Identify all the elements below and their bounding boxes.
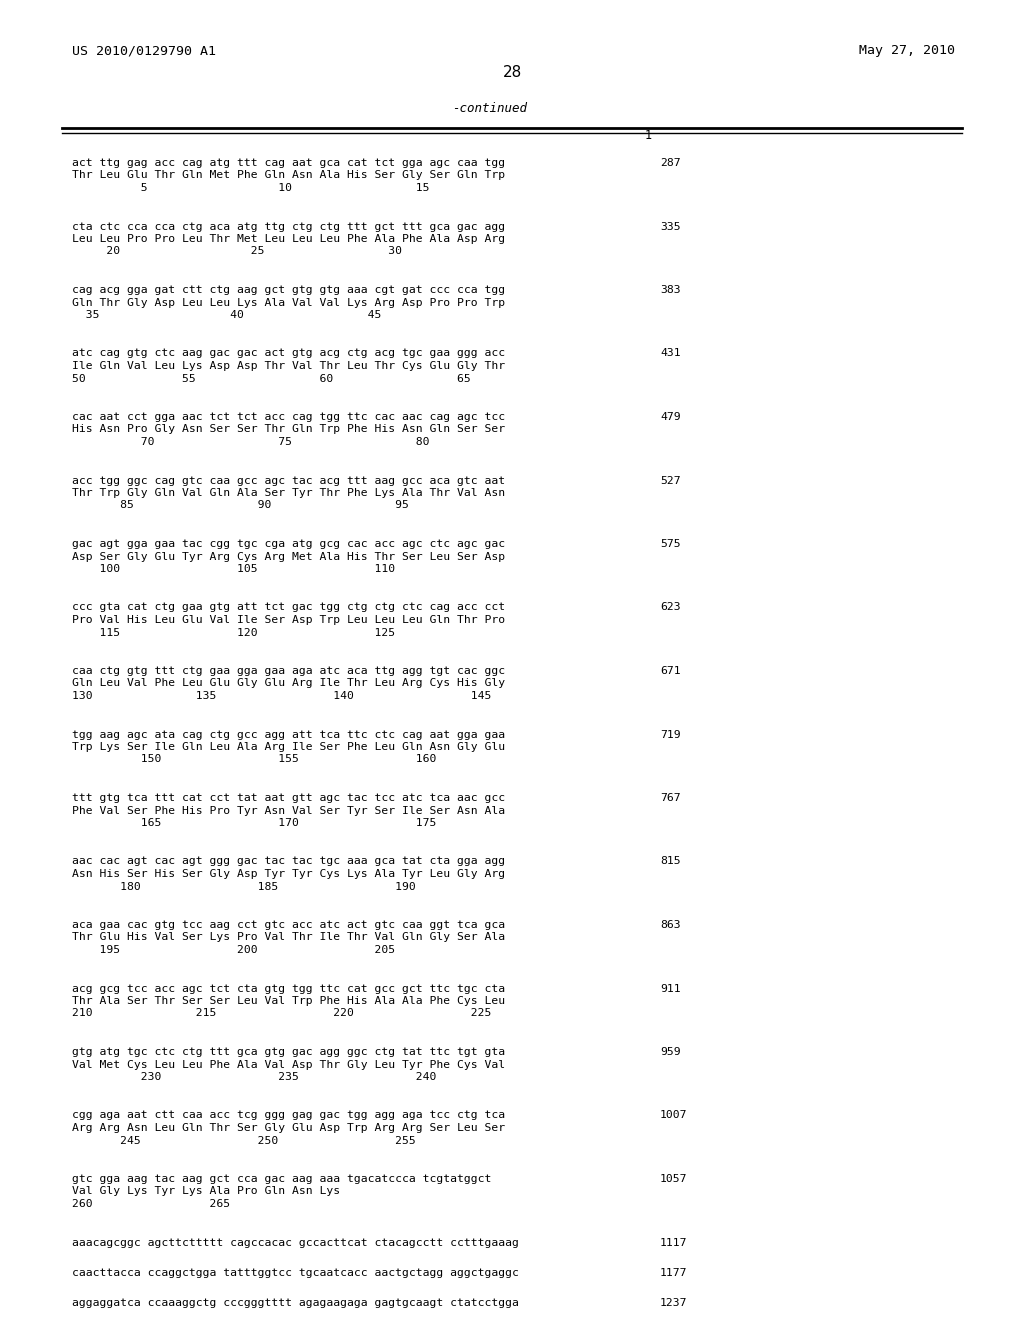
Text: 671: 671	[660, 667, 681, 676]
Text: 28: 28	[503, 65, 521, 81]
Text: 767: 767	[660, 793, 681, 803]
Text: Trp Lys Ser Ile Gln Leu Ala Arg Ile Ser Phe Leu Gln Asn Gly Glu: Trp Lys Ser Ile Gln Leu Ala Arg Ile Ser …	[72, 742, 505, 752]
Text: Phe Val Ser Phe His Pro Tyr Asn Val Ser Tyr Ser Ile Ser Asn Ala: Phe Val Ser Phe His Pro Tyr Asn Val Ser …	[72, 805, 505, 816]
Text: 100                 105                 110: 100 105 110	[72, 564, 395, 574]
Text: 35                   40                  45: 35 40 45	[72, 310, 381, 319]
Text: 575: 575	[660, 539, 681, 549]
Text: aca gaa cac gtg tcc aag cct gtc acc atc act gtc caa ggt tca gca: aca gaa cac gtg tcc aag cct gtc acc atc …	[72, 920, 505, 931]
Text: 863: 863	[660, 920, 681, 931]
Text: 527: 527	[660, 475, 681, 486]
Text: 5                   10                  15: 5 10 15	[72, 183, 429, 193]
Text: -continued: -continued	[453, 102, 527, 115]
Text: Val Gly Lys Tyr Lys Ala Pro Gln Asn Lys: Val Gly Lys Tyr Lys Ala Pro Gln Asn Lys	[72, 1187, 340, 1196]
Text: Pro Val His Leu Glu Val Ile Ser Asp Trp Leu Leu Leu Gln Thr Pro: Pro Val His Leu Glu Val Ile Ser Asp Trp …	[72, 615, 505, 624]
Text: 85                  90                  95: 85 90 95	[72, 500, 409, 511]
Text: 479: 479	[660, 412, 681, 422]
Text: 911: 911	[660, 983, 681, 994]
Text: acg gcg tcc acc agc tct cta gtg tgg ttc cat gcc gct ttc tgc cta: acg gcg tcc acc agc tct cta gtg tgg ttc …	[72, 983, 505, 994]
Text: May 27, 2010: May 27, 2010	[859, 44, 955, 57]
Text: aggaggatca ccaaaggctg cccgggtttt agagaagaga gagtgcaagt ctatcctgga: aggaggatca ccaaaggctg cccgggtttt agagaag…	[72, 1299, 519, 1308]
Text: Asn His Ser His Ser Gly Asp Tyr Tyr Cys Lys Ala Tyr Leu Gly Arg: Asn His Ser His Ser Gly Asp Tyr Tyr Cys …	[72, 869, 505, 879]
Text: 1177: 1177	[660, 1269, 687, 1278]
Text: 150                 155                 160: 150 155 160	[72, 755, 436, 764]
Text: atc cag gtg ctc aag gac gac act gtg acg ctg acg tgc gaa ggg acc: atc cag gtg ctc aag gac gac act gtg acg …	[72, 348, 505, 359]
Text: gtg atg tgc ctc ctg ttt gca gtg gac agg ggc ctg tat ttc tgt gta: gtg atg tgc ctc ctg ttt gca gtg gac agg …	[72, 1047, 505, 1057]
Text: cgg aga aat ctt caa acc tcg ggg gag gac tgg agg aga tcc ctg tca: cgg aga aat ctt caa acc tcg ggg gag gac …	[72, 1110, 505, 1121]
Text: 230                 235                 240: 230 235 240	[72, 1072, 436, 1082]
Text: His Asn Pro Gly Asn Ser Ser Thr Gln Trp Phe His Asn Gln Ser Ser: His Asn Pro Gly Asn Ser Ser Thr Gln Trp …	[72, 425, 505, 434]
Text: cac aat cct gga aac tct tct acc cag tgg ttc cac aac cag agc tcc: cac aat cct gga aac tct tct acc cag tgg …	[72, 412, 505, 422]
Text: 719: 719	[660, 730, 681, 739]
Text: 1: 1	[644, 129, 651, 143]
Text: 623: 623	[660, 602, 681, 612]
Text: Val Met Cys Leu Leu Phe Ala Val Asp Thr Gly Leu Tyr Phe Cys Val: Val Met Cys Leu Leu Phe Ala Val Asp Thr …	[72, 1060, 505, 1069]
Text: 287: 287	[660, 158, 681, 168]
Text: 165                 170                 175: 165 170 175	[72, 818, 436, 828]
Text: US 2010/0129790 A1: US 2010/0129790 A1	[72, 44, 216, 57]
Text: 1117: 1117	[660, 1238, 687, 1247]
Text: 20                   25                  30: 20 25 30	[72, 247, 402, 256]
Text: 195                 200                 205: 195 200 205	[72, 945, 395, 954]
Text: 50              55                  60                  65: 50 55 60 65	[72, 374, 471, 384]
Text: gtc gga aag tac aag gct cca gac aag aaa tgacatccca tcgtatggct: gtc gga aag tac aag gct cca gac aag aaa …	[72, 1173, 492, 1184]
Text: Leu Leu Pro Pro Leu Thr Met Leu Leu Leu Phe Ala Phe Ala Asp Arg: Leu Leu Pro Pro Leu Thr Met Leu Leu Leu …	[72, 234, 505, 244]
Text: tgg aag agc ata cag ctg gcc agg att tca ttc ctc cag aat gga gaa: tgg aag agc ata cag ctg gcc agg att tca …	[72, 730, 505, 739]
Text: cag acg gga gat ctt ctg aag gct gtg gtg aaa cgt gat ccc cca tgg: cag acg gga gat ctt ctg aag gct gtg gtg …	[72, 285, 505, 294]
Text: act ttg gag acc cag atg ttt cag aat gca cat tct gga agc caa tgg: act ttg gag acc cag atg ttt cag aat gca …	[72, 158, 505, 168]
Text: 431: 431	[660, 348, 681, 359]
Text: 815: 815	[660, 857, 681, 866]
Text: 1007: 1007	[660, 1110, 687, 1121]
Text: Gln Thr Gly Asp Leu Leu Lys Ala Val Val Lys Arg Asp Pro Pro Trp: Gln Thr Gly Asp Leu Leu Lys Ala Val Val …	[72, 297, 505, 308]
Text: Arg Arg Asn Leu Gln Thr Ser Gly Glu Asp Trp Arg Arg Ser Leu Ser: Arg Arg Asn Leu Gln Thr Ser Gly Glu Asp …	[72, 1123, 505, 1133]
Text: 180                 185                 190: 180 185 190	[72, 882, 416, 891]
Text: 1237: 1237	[660, 1299, 687, 1308]
Text: Gln Leu Val Phe Leu Glu Gly Glu Arg Ile Thr Leu Arg Cys His Gly: Gln Leu Val Phe Leu Glu Gly Glu Arg Ile …	[72, 678, 505, 689]
Text: aac cac agt cac agt ggg gac tac tac tgc aaa gca tat cta gga agg: aac cac agt cac agt ggg gac tac tac tgc …	[72, 857, 505, 866]
Text: 210               215                 220                 225: 210 215 220 225	[72, 1008, 492, 1019]
Text: ccc gta cat ctg gaa gtg att tct gac tgg ctg ctg ctc cag acc cct: ccc gta cat ctg gaa gtg att tct gac tgg …	[72, 602, 505, 612]
Text: Asp Ser Gly Glu Tyr Arg Cys Arg Met Ala His Thr Ser Leu Ser Asp: Asp Ser Gly Glu Tyr Arg Cys Arg Met Ala …	[72, 552, 505, 561]
Text: 70                  75                  80: 70 75 80	[72, 437, 429, 447]
Text: cta ctc cca cca ctg aca atg ttg ctg ctg ttt gct ttt gca gac agg: cta ctc cca cca ctg aca atg ttg ctg ctg …	[72, 222, 505, 231]
Text: gac agt gga gaa tac cgg tgc cga atg gcg cac acc agc ctc agc gac: gac agt gga gaa tac cgg tgc cga atg gcg …	[72, 539, 505, 549]
Text: aaacagcggc agcttcttttt cagccacac gccacttcat ctacagcctt cctttgaaag: aaacagcggc agcttcttttt cagccacac gccactt…	[72, 1238, 519, 1247]
Text: acc tgg ggc cag gtc caa gcc agc tac acg ttt aag gcc aca gtc aat: acc tgg ggc cag gtc caa gcc agc tac acg …	[72, 475, 505, 486]
Text: 959: 959	[660, 1047, 681, 1057]
Text: 335: 335	[660, 222, 681, 231]
Text: Thr Ala Ser Thr Ser Ser Leu Val Trp Phe His Ala Ala Phe Cys Leu: Thr Ala Ser Thr Ser Ser Leu Val Trp Phe …	[72, 997, 505, 1006]
Text: caa ctg gtg ttt ctg gaa gga gaa aga atc aca ttg agg tgt cac ggc: caa ctg gtg ttt ctg gaa gga gaa aga atc …	[72, 667, 505, 676]
Text: Thr Trp Gly Gln Val Gln Ala Ser Tyr Thr Phe Lys Ala Thr Val Asn: Thr Trp Gly Gln Val Gln Ala Ser Tyr Thr …	[72, 488, 505, 498]
Text: 383: 383	[660, 285, 681, 294]
Text: 260                 265: 260 265	[72, 1199, 230, 1209]
Text: 245                 250                 255: 245 250 255	[72, 1135, 416, 1146]
Text: 115                 120                 125: 115 120 125	[72, 627, 395, 638]
Text: 130               135                 140                 145: 130 135 140 145	[72, 690, 492, 701]
Text: Ile Gln Val Leu Lys Asp Asp Thr Val Thr Leu Thr Cys Glu Gly Thr: Ile Gln Val Leu Lys Asp Asp Thr Val Thr …	[72, 360, 505, 371]
Text: caacttacca ccaggctgga tatttggtcc tgcaatcacc aactgctagg aggctgaggc: caacttacca ccaggctgga tatttggtcc tgcaatc…	[72, 1269, 519, 1278]
Text: 1057: 1057	[660, 1173, 687, 1184]
Text: Thr Glu His Val Ser Lys Pro Val Thr Ile Thr Val Gln Gly Ser Ala: Thr Glu His Val Ser Lys Pro Val Thr Ile …	[72, 932, 505, 942]
Text: ttt gtg tca ttt cat cct tat aat gtt agc tac tcc atc tca aac gcc: ttt gtg tca ttt cat cct tat aat gtt agc …	[72, 793, 505, 803]
Text: Thr Leu Glu Thr Gln Met Phe Gln Asn Ala His Ser Gly Ser Gln Trp: Thr Leu Glu Thr Gln Met Phe Gln Asn Ala …	[72, 170, 505, 181]
